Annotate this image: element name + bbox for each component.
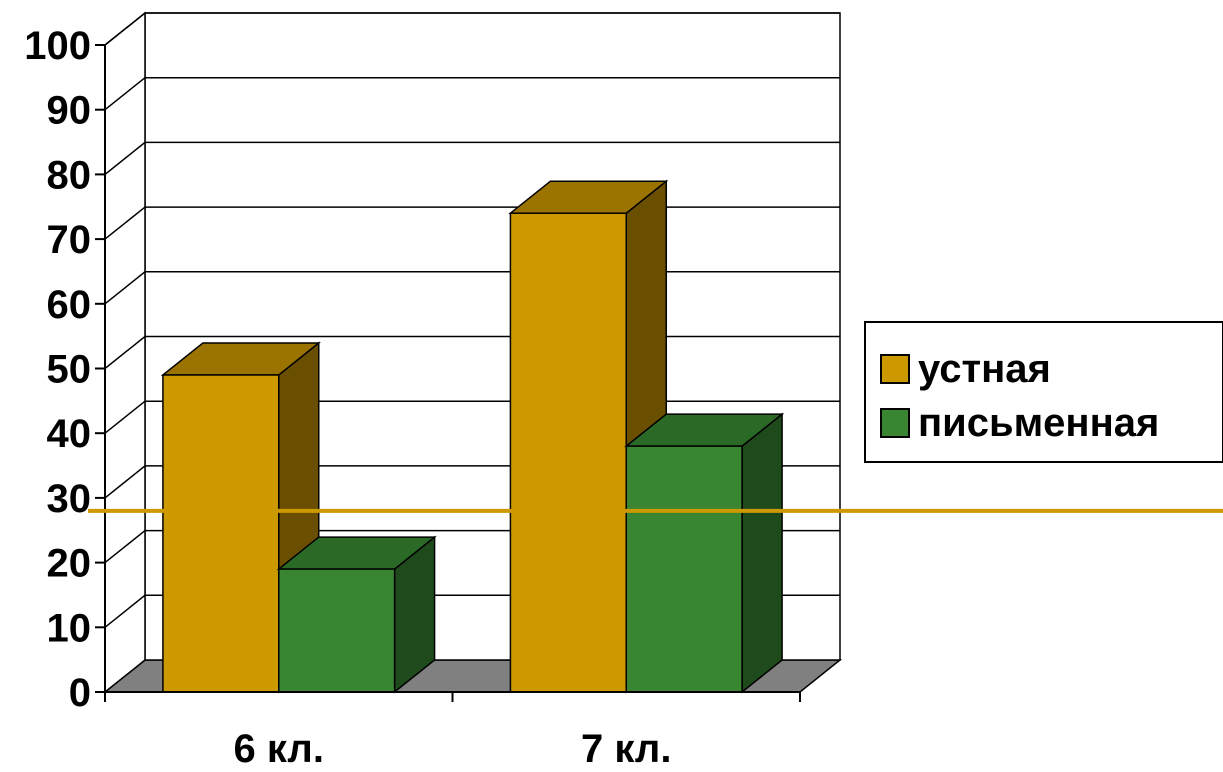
axes	[95, 44, 801, 702]
legend-item-written: письменная	[880, 400, 1160, 445]
legend-label-oral: устная	[918, 346, 1051, 391]
gridline	[104, 12, 840, 46]
bars	[160, 179, 785, 694]
legend-label-written: письменная	[918, 400, 1160, 445]
bar-front	[278, 568, 396, 693]
legend-swatch-written	[880, 408, 910, 438]
gridline	[104, 76, 840, 111]
bar-front	[162, 374, 280, 693]
y-tick-label: 0	[69, 671, 91, 715]
gridline	[104, 141, 840, 175]
bar	[624, 412, 785, 694]
y-tick-labels: 0 10 20 30 40 50 60 70 80 90 100	[24, 24, 91, 715]
bar-front	[625, 445, 743, 693]
y-tick-label: 70	[47, 218, 92, 262]
y-tick-label: 80	[47, 153, 92, 197]
y-tick-label: 100	[24, 24, 91, 68]
legend-item-oral: устная	[880, 346, 1051, 391]
category-label: 6 кл.	[234, 727, 324, 771]
y-tick-label: 60	[47, 283, 92, 327]
y-tick-label: 10	[47, 606, 92, 650]
bar-front	[509, 212, 627, 693]
bar-side	[741, 412, 783, 694]
category-labels: 6 кл. 7 кл.	[234, 727, 672, 771]
legend-swatch-oral	[880, 354, 910, 384]
bar	[276, 535, 437, 694]
y-tick-label: 50	[47, 348, 92, 392]
y-tick-label: 90	[47, 89, 92, 133]
y-tick-label: 30	[47, 477, 92, 521]
y-tick-label: 40	[47, 412, 92, 456]
legend: устная письменная	[864, 321, 1223, 463]
y-tick-label: 20	[47, 542, 92, 586]
category-label: 7 кл.	[581, 727, 671, 771]
